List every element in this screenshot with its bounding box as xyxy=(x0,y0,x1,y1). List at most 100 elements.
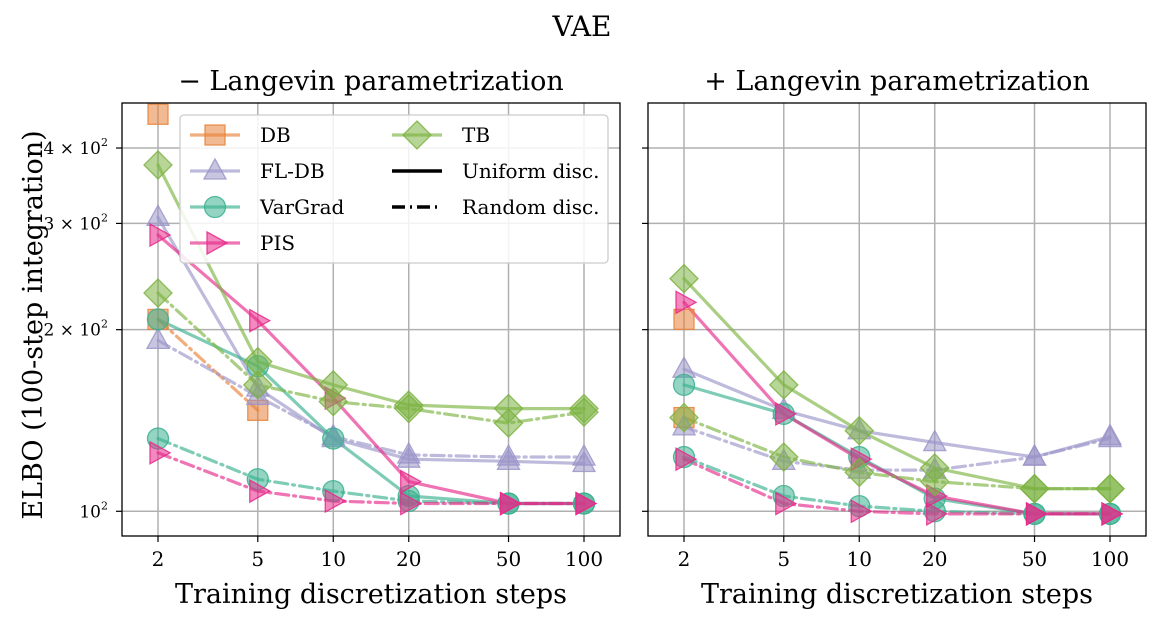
series-line-tb-random xyxy=(156,291,586,425)
data-point-pis-random xyxy=(324,488,347,514)
data-point-pis-random xyxy=(850,499,873,524)
data-point-pis-uniform xyxy=(249,308,272,333)
legend: DB FL-DB VarGrad PIS TB Uniform disc. Random d… xyxy=(179,114,609,264)
data-point-pis-random xyxy=(775,491,798,516)
data-point-tb-uniform xyxy=(768,369,799,400)
series-lines xyxy=(682,277,1112,516)
legend-marker-db xyxy=(204,124,226,146)
y-axis-label: ELBO (100-step integration) xyxy=(18,130,49,519)
data-point-tb-random xyxy=(493,408,524,439)
data-point-tb-random xyxy=(569,397,599,428)
y-tick-exponent: 2 xyxy=(101,211,108,224)
data-point-tb-uniform xyxy=(143,150,173,180)
figure-suptitle: VAE xyxy=(552,10,612,43)
data-point-fl-db-random xyxy=(145,327,171,350)
data-point-tb-random xyxy=(669,402,699,433)
data-point-fl-db-random xyxy=(1097,425,1123,448)
data-point-tb-random xyxy=(844,457,875,488)
x-tick-label: 2 xyxy=(678,547,691,571)
series-markers xyxy=(143,103,599,516)
data-point-tb-random xyxy=(919,466,950,497)
series-line-tb-uniform xyxy=(682,277,1112,491)
y-tick-label: 2 × 102 xyxy=(44,318,109,341)
panel-2: + Langevin parametrization 2 5 10 20 50 100 Tra… xyxy=(642,66,1147,610)
panel-title: − Langevin parametrization xyxy=(178,66,564,97)
data-point-pis-random xyxy=(149,440,172,465)
y-tick-exponent: 2 xyxy=(101,499,108,512)
data-point-pis-uniform xyxy=(400,469,423,494)
data-point-pis-uniform xyxy=(149,222,172,248)
y-tick-mantissa: 10 xyxy=(79,502,101,522)
x-tick-label: 5 xyxy=(251,547,264,571)
x-tick-label: 100 xyxy=(565,547,603,571)
y-tick-mantissa: 2 × 10 xyxy=(44,321,102,341)
x-tick-label: 20 xyxy=(922,547,947,571)
data-point-tb-random xyxy=(393,393,424,424)
x-tick-label: 20 xyxy=(396,547,421,571)
data-point-vargrad-uniform xyxy=(672,373,696,397)
y-tick-exponent: 2 xyxy=(101,318,108,331)
x-tick-label: 50 xyxy=(496,547,521,571)
series-line-fl-db-random xyxy=(682,425,1112,472)
legend-marker-tb xyxy=(402,120,432,150)
legend-label-vargrad: VarGrad xyxy=(259,195,345,219)
data-point-tb-random xyxy=(242,369,273,400)
data-point-fl-db-random xyxy=(496,443,521,466)
legend-label-pis: PIS xyxy=(260,231,295,255)
y-tick-mantissa: 3 × 10 xyxy=(44,214,102,234)
series-markers xyxy=(669,263,1125,527)
data-point-tb-random xyxy=(1095,473,1125,504)
data-point-pis-random xyxy=(400,491,423,516)
data-point-pis-random xyxy=(499,491,522,516)
y-tick-label: 4 × 102 xyxy=(44,136,109,159)
panel-title: + Langevin parametrization xyxy=(704,66,1090,97)
data-point-pis-random xyxy=(249,479,272,504)
axes-frame xyxy=(647,102,1147,537)
data-point-pis-random xyxy=(575,491,598,516)
data-point-vargrad-uniform xyxy=(146,308,170,331)
x-tick-label: 50 xyxy=(1022,547,1047,571)
data-point-tb-random xyxy=(143,278,173,308)
legend-label-random-disc: Random disc. xyxy=(462,195,600,219)
x-tick-label: 10 xyxy=(321,547,346,571)
data-point-fl-db-random xyxy=(1022,443,1047,466)
x-axis-label: Training discretization steps xyxy=(175,579,567,610)
data-point-tb-random xyxy=(768,442,799,472)
data-point-tb-random xyxy=(1019,473,1050,504)
legend-marker-pis xyxy=(206,230,229,256)
legend-marker-vargrad xyxy=(203,195,227,219)
x-tick-label: 10 xyxy=(847,547,872,571)
data-point-pis-uniform xyxy=(675,290,698,315)
data-point-tb-uniform xyxy=(669,263,699,294)
y-tick-mantissa: 4 × 10 xyxy=(44,139,102,159)
data-point-tb-random xyxy=(318,386,349,417)
y-tick-exponent: 2 xyxy=(101,136,108,149)
x-tick-label: 5 xyxy=(777,547,790,571)
data-point-pis-uniform xyxy=(775,401,798,427)
axes-frame xyxy=(121,102,621,537)
y-tick-label: 3 × 102 xyxy=(44,211,109,234)
panels: − Langevin parametrization 2 5 10 20 50 100 Tra… xyxy=(44,66,1147,610)
panel-1: − Langevin parametrization 2 5 10 20 50 100 Tra… xyxy=(44,66,621,610)
legend-box xyxy=(179,114,609,264)
data-point-fl-db-uniform xyxy=(145,204,171,227)
legend-label-uniform-disc: Uniform disc. xyxy=(462,159,599,183)
x-tick-label: 2 xyxy=(152,547,165,571)
series-line-db-random xyxy=(156,317,260,412)
data-point-db-uniform xyxy=(147,103,169,125)
data-point-fl-db-random xyxy=(396,441,421,464)
legend-marker-fl-db xyxy=(202,157,228,180)
data-point-tb-uniform xyxy=(844,415,875,446)
data-point-pis-random xyxy=(675,447,698,472)
data-point-fl-db-random xyxy=(571,443,597,466)
x-tick-label: 100 xyxy=(1091,547,1129,571)
legend-label-fl-db: FL-DB xyxy=(260,159,325,183)
y-tick-label: 102 xyxy=(79,499,108,522)
x-axis-label: Training discretization steps xyxy=(701,579,1093,610)
data-point-fl-db-uniform xyxy=(922,429,947,452)
legend-label-tb: TB xyxy=(462,123,490,147)
legend-label-db: DB xyxy=(260,123,291,147)
data-point-pis-random xyxy=(1025,501,1048,527)
data-point-pis-random xyxy=(1101,501,1124,527)
